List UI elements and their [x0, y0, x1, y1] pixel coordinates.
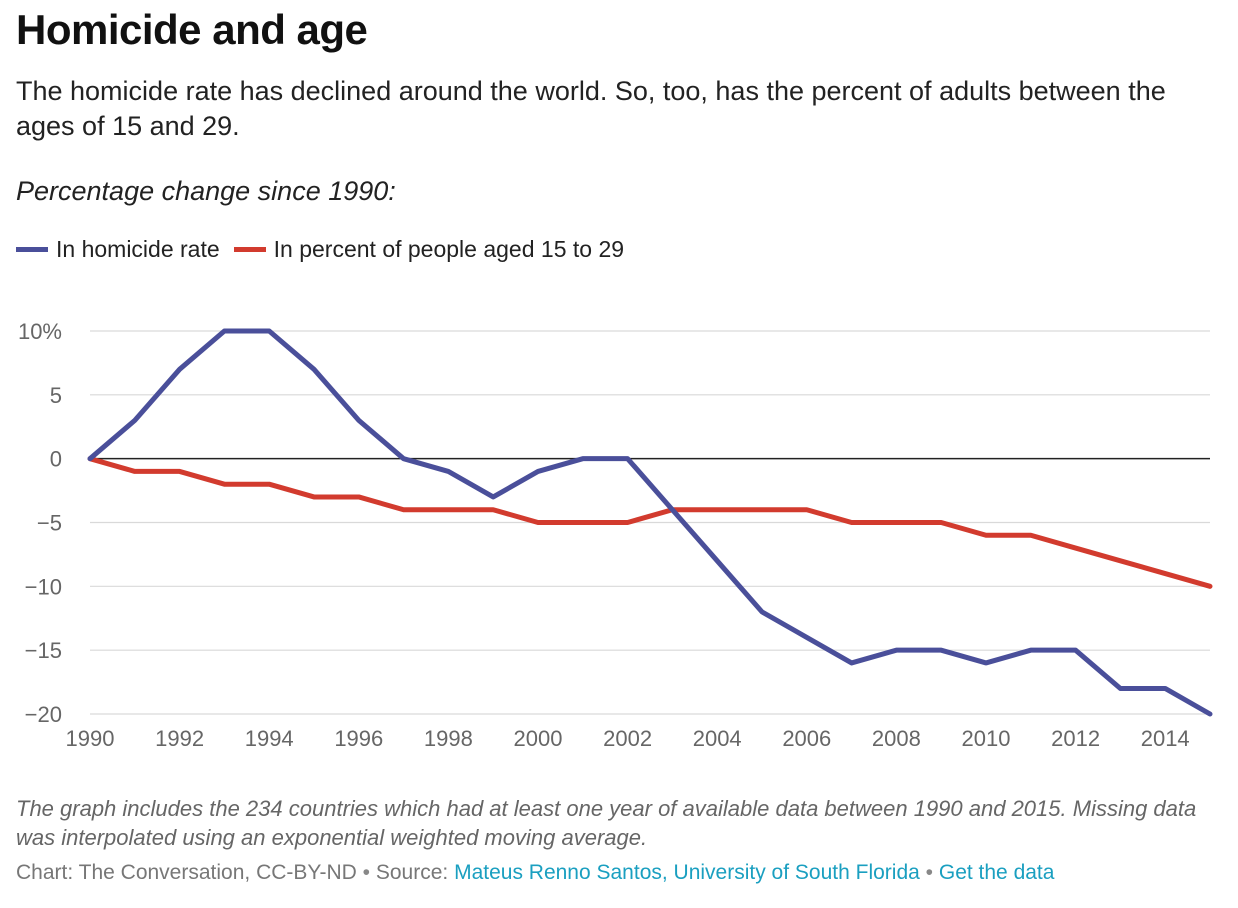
x-tick-label: 1996 [334, 726, 383, 751]
y-tick-label: −15 [25, 638, 62, 663]
x-tick-label: 2000 [514, 726, 563, 751]
series-line-age [87, 456, 1213, 589]
legend-label-homicide: In homicide rate [56, 236, 220, 262]
legend-label-age: In percent of people aged 15 to 29 [273, 236, 625, 262]
get-the-data-link[interactable]: Get the data [938, 861, 1055, 884]
y-tick-label: −20 [25, 702, 62, 727]
legend-swatch-age [233, 247, 266, 252]
y-tick-label: 10% [18, 319, 62, 344]
chart-legend: In homicide rate In percent of people ag… [16, 236, 638, 263]
x-tick-label: 2012 [1051, 726, 1100, 751]
x-tick-label: 2010 [962, 726, 1011, 751]
x-tick-label: 1994 [245, 726, 294, 751]
series-line-homicide [87, 328, 1213, 717]
x-tick-label: 2002 [603, 726, 652, 751]
credit-text: Chart: The Conversation, CC-BY-ND [16, 861, 357, 884]
x-tick-label: 2004 [693, 726, 742, 751]
chart-lead-text: Percentage change since 1990: [16, 176, 396, 206]
legend-item-homicide: In homicide rate [16, 236, 220, 263]
x-tick-label: 2014 [1141, 726, 1190, 751]
x-tick-label: 1992 [155, 726, 204, 751]
chart-subtitle: The homicide rate has declined around th… [16, 76, 1166, 141]
source-link[interactable]: Mateus Renno Santos, University of South… [454, 861, 920, 884]
legend-swatch-homicide [16, 247, 48, 252]
y-tick-label: 5 [50, 383, 62, 408]
x-tick-label: 2008 [872, 726, 921, 751]
x-tick-label: 1990 [66, 726, 115, 751]
chart-note: The graph includes the 234 countries whi… [16, 796, 1197, 850]
x-tick-label: 2006 [782, 726, 831, 751]
credit-separator: • [362, 861, 371, 884]
legend-item-age: In percent of people aged 15 to 29 [233, 236, 625, 263]
y-tick-label: −10 [25, 574, 62, 599]
source-label: Source: [375, 861, 449, 884]
y-tick-label: −5 [37, 511, 62, 536]
chart-credit: Chart: The Conversation, CC-BY-ND • Sour… [16, 861, 1054, 885]
x-tick-label: 1998 [424, 726, 473, 751]
y-tick-label: 0 [50, 447, 62, 472]
credit-separator-2: • [925, 861, 934, 884]
chart-title: Homicide and age [16, 6, 368, 53]
